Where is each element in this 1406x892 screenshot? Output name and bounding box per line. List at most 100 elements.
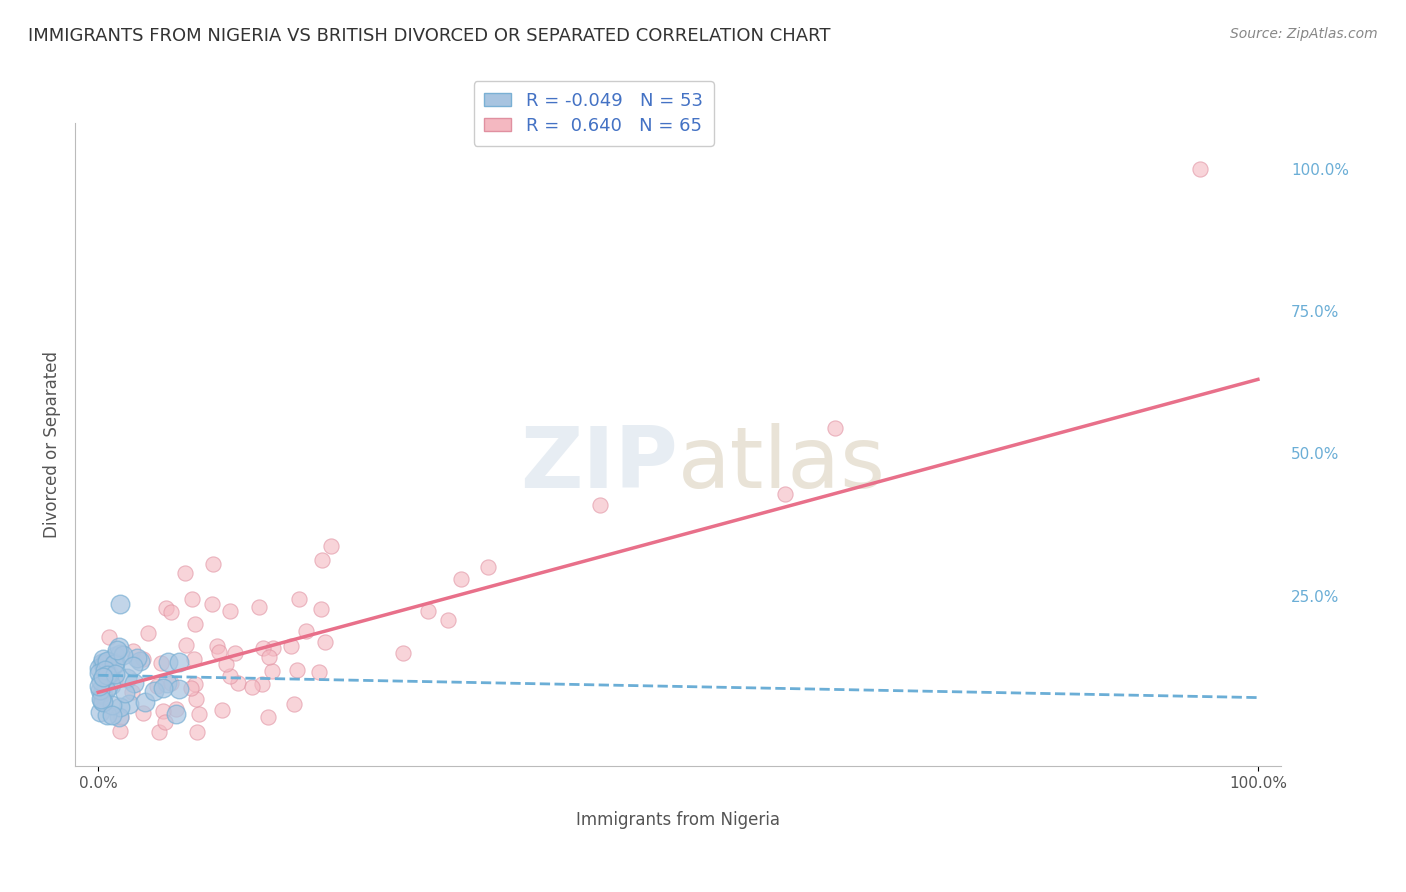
- Point: [187, 707, 209, 722]
- Point: [589, 498, 612, 512]
- Point: [314, 634, 336, 648]
- Point: [183, 677, 205, 691]
- Point: [91, 657, 114, 671]
- Point: [121, 659, 143, 673]
- Point: [173, 566, 195, 580]
- Point: [98, 669, 121, 683]
- Point: [186, 692, 208, 706]
- Point: [280, 640, 302, 654]
- Point: [148, 725, 170, 739]
- Point: [104, 656, 127, 670]
- Point: [97, 630, 120, 644]
- Point: [132, 652, 155, 666]
- Point: [180, 681, 202, 696]
- Point: [181, 591, 204, 606]
- Point: [89, 705, 111, 719]
- Point: [100, 708, 122, 723]
- Point: [391, 646, 413, 660]
- Point: [160, 605, 183, 619]
- Point: [96, 655, 118, 669]
- Point: [91, 679, 114, 693]
- Point: [122, 644, 145, 658]
- Point: [91, 695, 114, 709]
- Point: [93, 652, 115, 666]
- Text: Immigrants from Nigeria: Immigrants from Nigeria: [576, 812, 780, 830]
- Point: [262, 641, 284, 656]
- Text: Source: ZipAtlas.com: Source: ZipAtlas.com: [1230, 27, 1378, 41]
- Point: [205, 640, 228, 654]
- Point: [321, 539, 343, 553]
- Point: [94, 663, 117, 677]
- Point: [416, 604, 439, 618]
- Point: [93, 657, 115, 671]
- Point: [89, 666, 111, 681]
- Point: [226, 675, 249, 690]
- Point: [101, 698, 124, 712]
- Point: [160, 676, 183, 690]
- Point: [90, 673, 112, 688]
- Point: [91, 686, 114, 700]
- Point: [108, 723, 131, 738]
- Point: [104, 667, 127, 681]
- Point: [90, 692, 112, 706]
- Point: [115, 671, 138, 685]
- Point: [165, 702, 187, 716]
- Point: [155, 601, 177, 615]
- Point: [96, 708, 118, 723]
- Point: [152, 681, 174, 695]
- Point: [260, 664, 283, 678]
- Point: [824, 421, 846, 435]
- Point: [219, 604, 242, 618]
- Point: [208, 645, 231, 659]
- Point: [309, 602, 332, 616]
- Text: atlas: atlas: [678, 423, 886, 506]
- Point: [122, 676, 145, 690]
- Point: [96, 668, 118, 682]
- Text: ZIP: ZIP: [520, 423, 678, 506]
- Point: [91, 670, 114, 684]
- Point: [125, 650, 148, 665]
- Point: [201, 557, 224, 571]
- Point: [176, 638, 198, 652]
- Point: [252, 677, 274, 691]
- Point: [114, 686, 136, 700]
- Point: [285, 663, 308, 677]
- Point: [132, 706, 155, 721]
- Text: IMMIGRANTS FROM NIGERIA VS BRITISH DIVORCED OR SEPARATED CORRELATION CHART: IMMIGRANTS FROM NIGERIA VS BRITISH DIVOR…: [28, 27, 831, 45]
- Point: [134, 695, 156, 709]
- Point: [157, 655, 180, 669]
- Point: [775, 487, 797, 501]
- Point: [240, 680, 263, 694]
- Point: [184, 616, 207, 631]
- Point: [97, 667, 120, 681]
- Point: [252, 640, 274, 655]
- Y-axis label: Divorced or Separated: Divorced or Separated: [44, 351, 60, 539]
- Point: [89, 683, 111, 698]
- Point: [169, 655, 191, 669]
- Point: [108, 640, 131, 655]
- Point: [167, 681, 190, 696]
- Point: [257, 650, 280, 665]
- Point: [150, 656, 173, 670]
- Point: [152, 704, 174, 718]
- Point: [1188, 161, 1211, 176]
- Point: [294, 624, 316, 638]
- Point: [288, 591, 311, 606]
- Point: [257, 710, 280, 724]
- Point: [121, 684, 143, 698]
- Point: [219, 669, 242, 683]
- Point: [153, 715, 176, 730]
- Point: [96, 683, 118, 698]
- Point: [87, 661, 110, 675]
- Point: [142, 684, 165, 698]
- Point: [201, 597, 224, 611]
- Point: [100, 678, 122, 692]
- Point: [87, 679, 110, 693]
- Point: [183, 652, 205, 666]
- Point: [96, 653, 118, 667]
- Point: [104, 673, 127, 687]
- Point: [311, 553, 333, 567]
- Point: [247, 599, 270, 614]
- Point: [128, 654, 150, 668]
- Point: [108, 598, 131, 612]
